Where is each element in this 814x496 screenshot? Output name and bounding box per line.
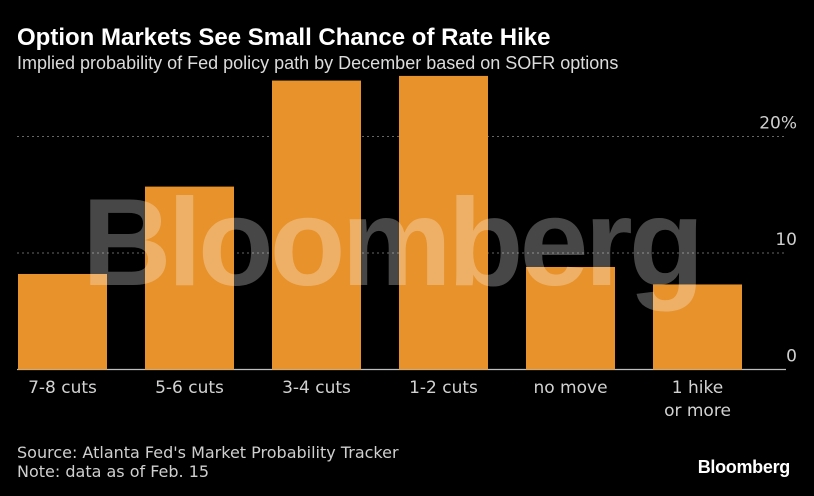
y-tick-label: 20%	[759, 114, 797, 134]
source-note: Source: Atlanta Fed's Market Probability…	[17, 443, 399, 462]
x-tick-label: 7-8 cuts	[28, 378, 97, 398]
bar-layer	[18, 75, 742, 370]
x-tick-label: 1-2 cuts	[409, 378, 478, 398]
bar-3-4-cuts	[272, 80, 361, 370]
y-tick-label: 10	[775, 230, 797, 250]
y-tick-label: 0	[786, 347, 797, 367]
label-layer: 0 10 20% 7-8 cuts 5-6 cuts 3-4 cuts 1-2 cuts no…	[28, 114, 797, 422]
x-tick-label: no move	[533, 378, 607, 398]
bar-1-hike-or-more	[653, 284, 742, 370]
x-tick-label: 1 hike or more	[664, 378, 731, 421]
bloomberg-watermark: Bloomberg	[82, 174, 704, 312]
bar-7-8-cuts	[18, 273, 107, 370]
bar-5-6-cuts	[145, 186, 234, 370]
bar-no-move	[526, 266, 615, 370]
bar-1-2-cuts	[399, 75, 488, 370]
bloomberg-logo: Bloomberg	[697, 457, 791, 477]
x-tick-label: 5-6 cuts	[155, 378, 224, 398]
chart-subtitle: Implied probability of Fed policy path b…	[17, 53, 619, 73]
chart-title: Option Markets See Small Chance of Rate …	[17, 24, 551, 51]
x-tick-label: 3-4 cuts	[282, 378, 351, 398]
data-note: Note: data as of Feb. 15	[17, 462, 210, 481]
